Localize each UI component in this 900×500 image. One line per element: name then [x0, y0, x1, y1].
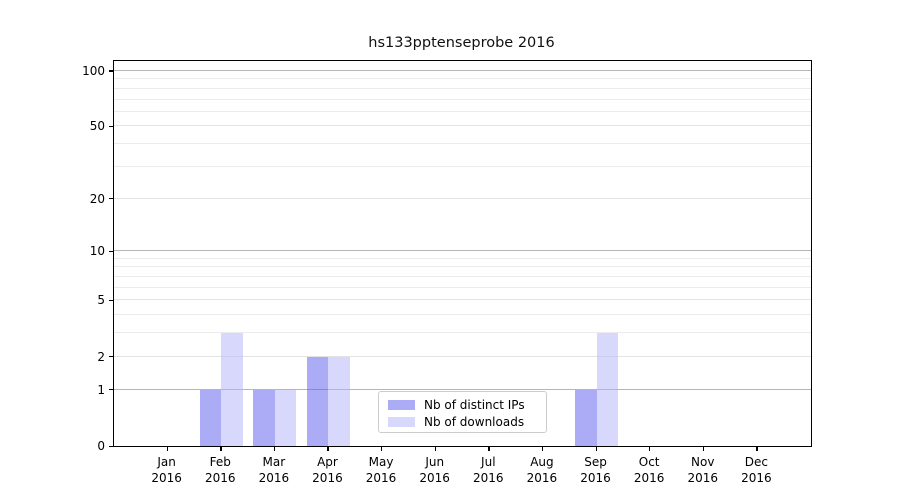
- x-tick-label-oct: Oct 2016: [633, 455, 665, 485]
- y-tick-label-1: 1: [97, 382, 105, 397]
- y-tick-mark-2: [109, 356, 113, 358]
- x-tick-mark-jan: [166, 446, 168, 451]
- gridline-20: [114, 197, 811, 199]
- x-tick-label-dec: Dec 2016: [741, 455, 772, 485]
- x-tick-mark-dec: [756, 446, 758, 451]
- legend-label-distinct-ips: Nb of distinct IPs: [424, 398, 525, 412]
- x-tick-mark-nov: [702, 446, 705, 451]
- gridline-1: [114, 388, 811, 390]
- x-tick-mark-sep: [595, 446, 597, 451]
- y-tick-label-100: 100: [82, 63, 105, 78]
- y-tick-mark-5: [109, 299, 113, 302]
- x-tick-label-sep: Sep 2016: [580, 455, 611, 485]
- x-tick-mark-jun: [434, 446, 436, 451]
- legend-swatch-downloads: [388, 417, 415, 427]
- gridline-minor-7: [114, 275, 811, 277]
- gridline-100: [114, 69, 811, 71]
- plot-area: [113, 60, 812, 447]
- legend-item-distinct-ips: Nb of distinct IPs: [388, 397, 538, 413]
- gridline-minor-30: [114, 165, 811, 167]
- gridline-minor-6: [114, 286, 811, 288]
- x-tick-label-aug: Aug 2016: [526, 455, 558, 485]
- gridline-50: [114, 125, 811, 127]
- x-tick-label-mar: Mar 2016: [258, 455, 290, 485]
- y-tick-label-2: 2: [97, 349, 105, 364]
- x-tick-label-feb: Feb 2016: [204, 455, 236, 485]
- y-tick-mark-50: [109, 125, 113, 128]
- y-tick-label-5: 5: [97, 293, 105, 308]
- bar-distinct-ips-apr: [307, 356, 329, 446]
- gridline-minor-80: [114, 87, 811, 89]
- gridline-minor-3: [114, 332, 811, 334]
- y-tick-mark-20: [109, 198, 113, 200]
- y-tick-mark-0: [109, 445, 113, 447]
- y-tick-mark-10: [109, 250, 113, 252]
- bar-downloads-apr: [328, 356, 350, 446]
- gridline-2: [114, 355, 811, 357]
- gridline-minor-90: [114, 78, 811, 80]
- gridline-minor-4: [114, 314, 811, 316]
- x-tick-mark-mar: [273, 446, 276, 451]
- bar-downloads-sep: [596, 333, 618, 446]
- y-tick-label-50: 50: [89, 119, 105, 134]
- legend: Nb of distinct IPs Nb of downloads: [378, 391, 547, 433]
- x-tick-mark-feb: [220, 446, 222, 451]
- x-tick-mark-may: [381, 446, 383, 451]
- gridline-minor-40: [114, 143, 811, 145]
- gridline-minor-60: [114, 110, 811, 112]
- x-tick-label-nov: Nov 2016: [687, 455, 719, 485]
- bar-downloads-feb: [221, 333, 243, 446]
- y-tick-label-10: 10: [89, 244, 105, 259]
- legend-item-downloads: Nb of downloads: [388, 414, 538, 430]
- gridline-10: [114, 250, 811, 252]
- y-tick-label-20: 20: [89, 191, 105, 206]
- gridline-minor-9: [114, 257, 811, 259]
- x-tick-mark-apr: [327, 446, 329, 451]
- legend-swatch-distinct-ips: [388, 400, 415, 410]
- y-tick-mark-1: [109, 389, 113, 391]
- bar-distinct-ips-sep: [575, 389, 597, 446]
- legend-label-downloads: Nb of downloads: [424, 415, 525, 429]
- bar-distinct-ips-mar: [253, 389, 275, 446]
- gridline-minor-70: [114, 98, 811, 100]
- x-tick-mark-aug: [541, 446, 544, 451]
- x-tick-label-jan: Jan 2016: [151, 455, 182, 485]
- x-tick-label-jun: Jun 2016: [419, 455, 450, 485]
- x-tick-label-may: May 2016: [365, 455, 397, 485]
- x-tick-mark-oct: [649, 446, 651, 451]
- x-tick-label-apr: Apr 2016: [312, 455, 343, 485]
- x-tick-label-jul: Jul 2016: [473, 455, 504, 485]
- bar-downloads-mar: [274, 389, 297, 446]
- y-tick-label-0: 0: [97, 439, 105, 453]
- gridline-minor-8: [114, 266, 811, 268]
- x-tick-mark-jul: [488, 446, 490, 451]
- bar-distinct-ips-feb: [199, 389, 222, 446]
- gridline-5: [114, 299, 811, 301]
- chart-title: hs133pptenseprobe 2016: [368, 35, 555, 51]
- y-tick-mark-100: [109, 70, 113, 72]
